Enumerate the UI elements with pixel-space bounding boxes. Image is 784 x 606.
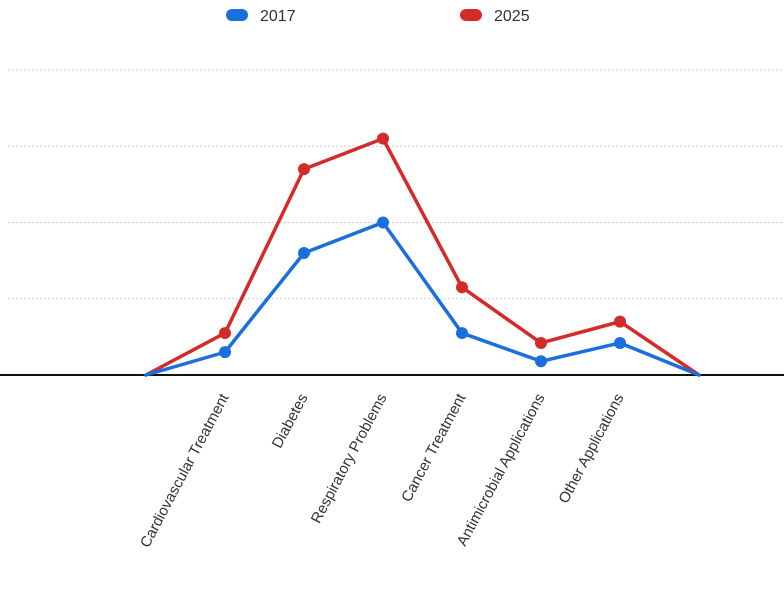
data-point — [614, 315, 626, 328]
series-2017 — [144, 216, 701, 377]
data-point — [219, 327, 231, 340]
x-tick-label: Antimicrobial Applications — [454, 391, 549, 549]
gridlines — [8, 69, 784, 300]
x-tick-label: Other Applications — [555, 391, 627, 506]
series-line — [144, 220, 701, 377]
legend: 2017 2025 — [226, 8, 530, 25]
data-point — [377, 132, 389, 145]
data-point — [535, 355, 547, 368]
x-tick-label: Diabetes — [269, 391, 312, 451]
x-tick-label: Cancer Treatment — [398, 390, 470, 505]
series-line — [144, 136, 701, 377]
data-point — [377, 216, 389, 229]
x-tick-labels: Cardiovascular Treatment DiabetesRespirat… — [137, 390, 628, 550]
x-tick-label: Respiratory Problems — [308, 391, 391, 526]
legend-label: 2025 — [494, 8, 530, 25]
data-point — [456, 281, 468, 294]
series-group — [144, 132, 701, 377]
data-point — [456, 327, 468, 340]
data-point — [614, 336, 626, 349]
legend-swatch — [460, 9, 482, 21]
x-tick-label: Cardiovascular Treatment — [137, 390, 233, 550]
legend-label: 2017 — [260, 8, 296, 25]
series-2025 — [144, 132, 701, 377]
data-point — [298, 247, 310, 259]
legend-swatch — [226, 9, 248, 21]
data-point — [535, 336, 547, 349]
legend-item: 2025 — [460, 8, 530, 25]
data-point — [219, 346, 231, 359]
legend-item: 2017 — [226, 8, 296, 25]
data-point — [298, 163, 310, 176]
